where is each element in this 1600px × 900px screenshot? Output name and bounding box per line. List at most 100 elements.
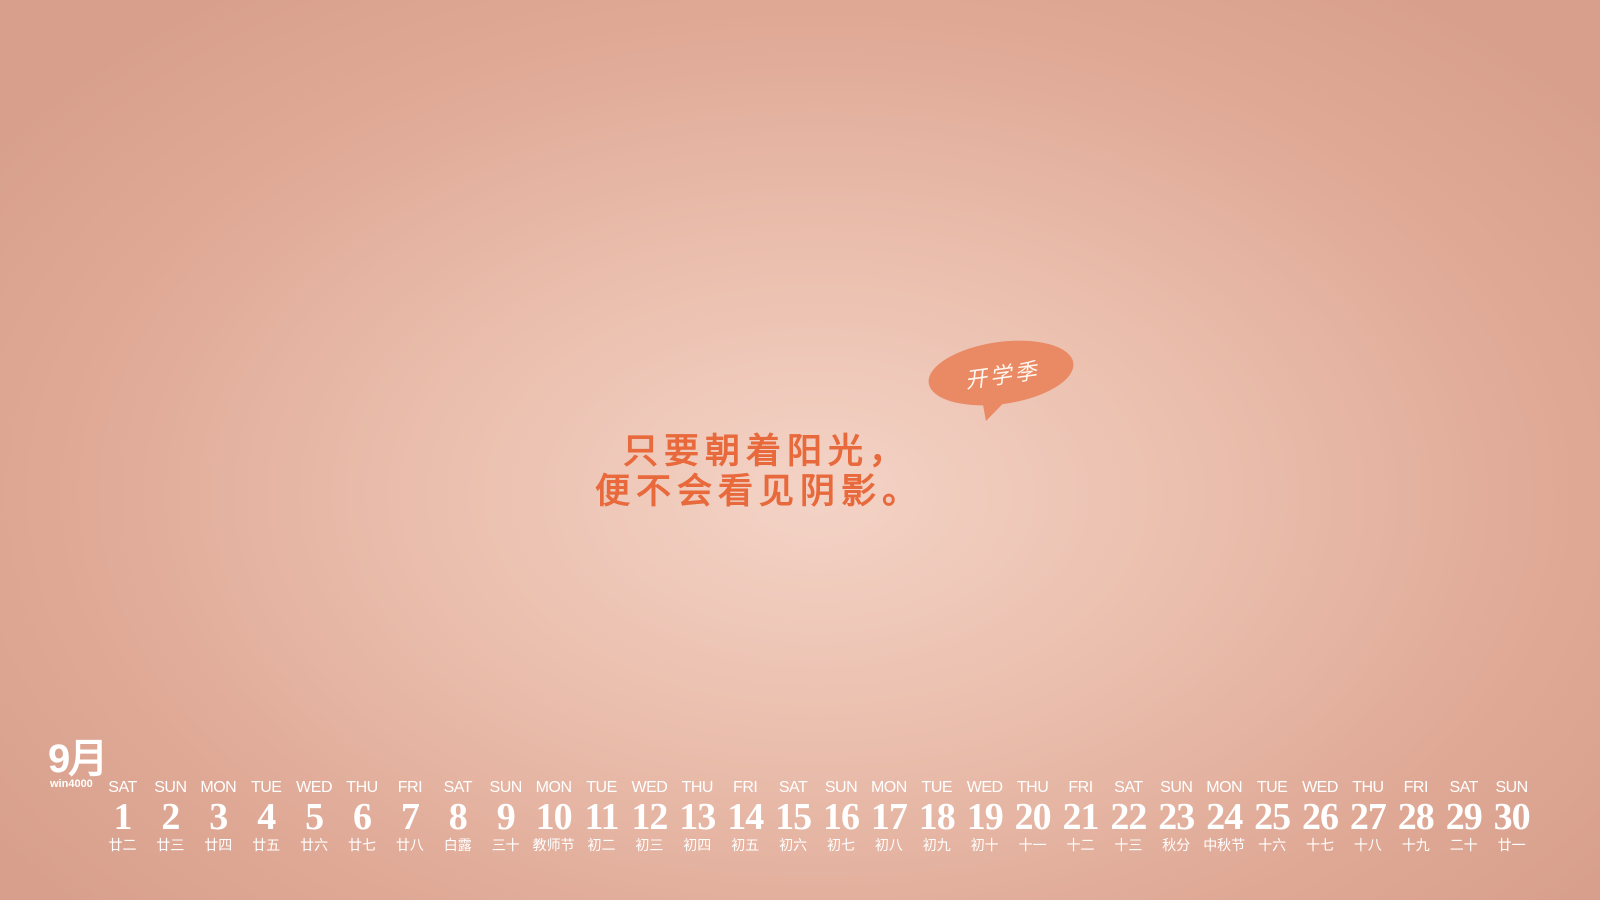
lunar-date: 三十 (491, 838, 520, 854)
day-number: 20 (1014, 796, 1052, 838)
calendar-day: SUN 23 秋分 (1152, 780, 1201, 855)
calendar-day: SUN 30 廿一 (1487, 779, 1536, 855)
day-number: 9 (496, 796, 516, 838)
lunar-date: 十一 (1018, 838, 1047, 854)
calendar-day: TUE 11 初二 (577, 779, 626, 855)
day-number: 26 (1302, 796, 1339, 838)
lunar-date: 廿七 (348, 838, 376, 854)
calendar-day: FRI 7 廿八 (385, 779, 434, 855)
day-of-week: FRI (1403, 779, 1429, 796)
day-of-week: SAT (108, 779, 137, 796)
day-of-week: SAT (778, 779, 808, 796)
day-of-week: TUE (1256, 779, 1288, 796)
day-of-week: FRI (1068, 779, 1093, 796)
lunar-date: 初十 (970, 838, 999, 854)
calendar-day: MON 24 中秋节 (1200, 780, 1249, 855)
lunar-date: 教师节 (532, 838, 575, 854)
calendar-day: SAT 8 白露 (433, 780, 482, 855)
day-number: 17 (870, 796, 908, 838)
day-of-week: TUE (586, 779, 617, 796)
day-number: 23 (1158, 796, 1195, 838)
lunar-date: 秋分 (1162, 838, 1191, 854)
day-of-week: FRI (397, 779, 423, 796)
lunar-date: 十二 (1066, 838, 1095, 854)
day-number: 27 (1349, 796, 1387, 838)
calendar-day: FRI 14 初五 (721, 780, 770, 855)
day-of-week: SUN (489, 779, 523, 796)
day-number: 30 (1493, 796, 1531, 838)
calendar-day: MON 3 廿四 (194, 780, 243, 855)
calendar-day: TUE 18 初九 (912, 780, 961, 855)
calendar-day: SUN 2 廿三 (146, 779, 195, 855)
lunar-date: 十三 (1114, 838, 1143, 854)
slogan-line-1: 只要朝着阳光， (623, 431, 911, 472)
calendar-days-row: SAT 1 廿二 SUN 2 廿三 MON 3 廿四 TUE 4 廿五 WED 5 廿六 THU 6 廿七 FRI 7… (98, 780, 1562, 860)
calendar-day: MON 10 教师节 (529, 780, 578, 855)
slogan: 只要朝着阳光， 便不会看见阴影。 (595, 432, 1055, 512)
day-number: 15 (775, 796, 812, 838)
lunar-date: 十八 (1353, 838, 1382, 854)
lunar-date: 廿五 (252, 838, 281, 854)
lunar-date: 初七 (827, 838, 855, 854)
lunar-date: 十九 (1401, 838, 1430, 854)
lunar-date: 廿一 (1497, 838, 1526, 854)
lunar-date: 廿四 (204, 838, 233, 854)
calendar-day: MON 17 初八 (864, 780, 913, 855)
brand-watermark: win4000 (50, 778, 93, 790)
day-of-week: SAT (1449, 779, 1478, 796)
day-number: 1 (113, 796, 133, 838)
day-number: 12 (631, 796, 668, 838)
day-of-week: SUN (154, 779, 187, 796)
lunar-date: 十六 (1258, 838, 1287, 854)
lunar-date: 中秋节 (1203, 838, 1246, 854)
lunar-date: 初八 (874, 838, 903, 854)
calendar-day: WED 26 十七 (1296, 780, 1345, 855)
calendar-day: TUE 25 十六 (1248, 779, 1297, 855)
day-number: 2 (161, 796, 180, 838)
day-of-week: WED (631, 779, 668, 796)
day-of-week: WED (296, 779, 332, 796)
calendar-day: SAT 22 十三 (1104, 779, 1153, 855)
lunar-date: 初三 (635, 838, 664, 854)
day-number: 3 (209, 796, 228, 838)
day-of-week: THU (1016, 779, 1049, 796)
day-number: 25 (1254, 796, 1291, 838)
lunar-date: 初六 (779, 838, 808, 854)
month-label: 9月 (48, 737, 108, 781)
calendar-day: SAT 29 二十 (1439, 779, 1488, 855)
day-number: 13 (679, 796, 716, 838)
day-number: 21 (1062, 796, 1100, 838)
day-of-week: THU (1352, 779, 1384, 796)
lunar-date: 初五 (731, 838, 760, 854)
lunar-date: 初四 (683, 838, 712, 854)
lunar-date: 初二 (587, 838, 616, 854)
day-number: 4 (257, 796, 276, 838)
lunar-date: 廿三 (156, 838, 185, 854)
day-of-week: SAT (1114, 779, 1143, 796)
slogan-line-2: 便不会看见阴影。 (595, 471, 924, 512)
day-number: 18 (918, 796, 956, 838)
calendar-day: THU 20 十一 (1008, 779, 1057, 855)
speech-bubble-tail (976, 389, 1012, 425)
lunar-date: 白露 (443, 838, 472, 854)
lunar-date: 二十 (1449, 838, 1478, 854)
calendar-day: THU 13 初四 (673, 780, 722, 855)
calendar-day: SUN 16 初七 (817, 780, 866, 855)
day-number: 6 (353, 796, 372, 838)
day-of-week: SUN (1495, 779, 1528, 796)
day-of-week: THU (346, 779, 378, 796)
calendar-day: TUE 4 廿五 (242, 780, 291, 855)
calendar-day: WED 5 廿六 (290, 779, 339, 855)
day-number: 24 (1206, 796, 1243, 838)
calendar-day: THU 27 十八 (1343, 779, 1392, 855)
month-block: 9月 win4000 (48, 737, 108, 790)
calendar-day: FRI 21 十二 (1056, 779, 1105, 855)
day-number: 7 (400, 796, 420, 838)
calendar-day: THU 6 廿七 (338, 779, 387, 855)
day-number: 10 (535, 796, 573, 838)
day-number: 5 (305, 796, 324, 838)
lunar-date: 廿二 (108, 838, 137, 854)
lunar-date: 廿八 (395, 838, 424, 854)
day-number: 19 (966, 796, 1004, 838)
